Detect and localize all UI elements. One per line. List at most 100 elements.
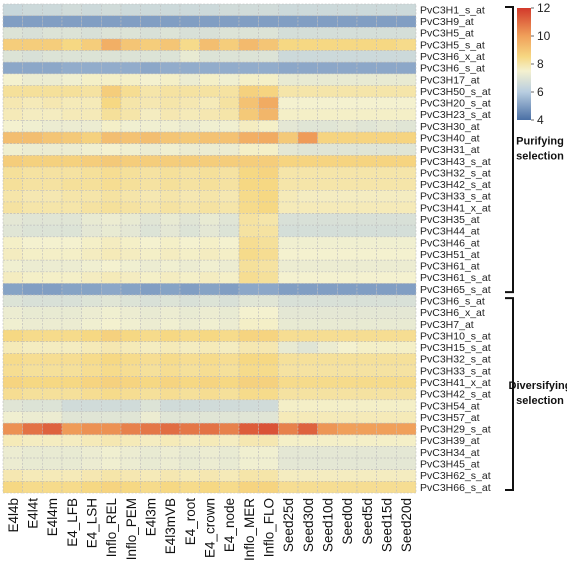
heatmap-cell bbox=[199, 364, 220, 377]
heatmap-cell bbox=[120, 85, 141, 98]
heatmap-cell bbox=[278, 143, 299, 156]
heatmap-cell bbox=[278, 61, 299, 75]
heatmap-cell bbox=[179, 248, 200, 261]
heatmap-cell bbox=[199, 26, 220, 40]
heatmap-cell bbox=[238, 131, 259, 145]
heatmap-cell bbox=[140, 178, 161, 191]
heatmap-cell bbox=[81, 294, 102, 308]
heatmap-cell bbox=[278, 376, 299, 389]
column-label: Inflo_PEM bbox=[124, 498, 139, 560]
heatmap-cell bbox=[2, 446, 23, 459]
heatmap-cell bbox=[81, 248, 102, 261]
column-label: Seed5d bbox=[360, 498, 375, 545]
heatmap-cell bbox=[258, 329, 279, 342]
heatmap-cell bbox=[278, 399, 299, 412]
heatmap-cell bbox=[22, 434, 43, 447]
heatmap-cell bbox=[160, 399, 181, 412]
heatmap-cell bbox=[22, 178, 43, 191]
heatmap-cell bbox=[219, 283, 240, 296]
heatmap-cell bbox=[317, 155, 338, 168]
heatmap-cell bbox=[22, 73, 43, 86]
heatmap-cell bbox=[396, 294, 417, 308]
heatmap-cell bbox=[258, 26, 279, 40]
heatmap-cell bbox=[101, 26, 122, 40]
heatmap-cell bbox=[61, 283, 82, 296]
heatmap-cell bbox=[199, 224, 220, 238]
row-label: PvC3H61_s_at bbox=[420, 272, 491, 284]
heatmap-cell bbox=[317, 96, 338, 110]
legend-tick-label: 6 bbox=[537, 85, 544, 99]
heatmap-cell bbox=[2, 387, 23, 401]
heatmap-cell bbox=[199, 329, 220, 342]
heatmap-cell bbox=[356, 73, 377, 86]
heatmap-cell bbox=[179, 236, 200, 249]
heatmap-cell bbox=[42, 283, 63, 296]
heatmap-cell bbox=[81, 387, 102, 401]
heatmap-cell bbox=[376, 143, 397, 156]
heatmap-cell bbox=[61, 155, 82, 168]
heatmap-cell bbox=[317, 259, 338, 273]
heatmap-cell bbox=[160, 306, 181, 319]
heatmap-cell bbox=[179, 61, 200, 75]
heatmap-cell bbox=[376, 131, 397, 145]
heatmap-cell bbox=[238, 3, 259, 16]
heatmap-cell bbox=[22, 50, 43, 63]
heatmap-cell bbox=[297, 15, 318, 28]
heatmap-cell bbox=[81, 50, 102, 63]
heatmap-cell bbox=[22, 201, 43, 214]
heatmap-cell bbox=[199, 3, 220, 16]
heatmap-cell bbox=[101, 61, 122, 75]
heatmap-cell bbox=[61, 131, 82, 145]
heatmap-cell bbox=[297, 329, 318, 342]
heatmap-cell bbox=[356, 131, 377, 145]
heatmap-cell bbox=[219, 341, 240, 354]
heatmap-cell bbox=[22, 341, 43, 354]
heatmap-cell bbox=[179, 259, 200, 273]
row-label: PvC3H42_s_at bbox=[420, 389, 491, 401]
heatmap-cell bbox=[396, 213, 417, 226]
heatmap-cell bbox=[376, 399, 397, 412]
heatmap-cell bbox=[179, 15, 200, 28]
heatmap-cell bbox=[337, 364, 358, 377]
heatmap-cell bbox=[219, 481, 240, 494]
heatmap-cell bbox=[337, 189, 358, 203]
heatmap-cell bbox=[81, 224, 102, 238]
heatmap-cell bbox=[337, 329, 358, 342]
heatmap-cell bbox=[2, 85, 23, 98]
heatmap-cell bbox=[140, 306, 161, 319]
heatmap-cell bbox=[61, 341, 82, 354]
heatmap-cell bbox=[61, 376, 82, 389]
heatmap-cell bbox=[278, 155, 299, 168]
heatmap-cell bbox=[396, 248, 417, 261]
heatmap-cell bbox=[297, 318, 318, 331]
heatmap-cell bbox=[101, 213, 122, 226]
heatmap-cell bbox=[258, 352, 279, 366]
heatmap-cell bbox=[396, 189, 417, 203]
heatmap-cell bbox=[81, 446, 102, 459]
heatmap-cell bbox=[42, 469, 63, 482]
heatmap-cell bbox=[199, 457, 220, 471]
heatmap-cell bbox=[376, 189, 397, 203]
heatmap-cell bbox=[258, 248, 279, 261]
heatmap-cell bbox=[238, 283, 259, 296]
heatmap-cell bbox=[317, 283, 338, 296]
heatmap-cell bbox=[297, 120, 318, 133]
heatmap-cell bbox=[160, 166, 181, 179]
heatmap-cell bbox=[140, 329, 161, 342]
heatmap-cell bbox=[120, 469, 141, 482]
row-label: PvC3H23_s_at bbox=[420, 109, 491, 121]
heatmap-cell bbox=[199, 283, 220, 296]
heatmap-cell bbox=[160, 85, 181, 98]
heatmap-cell bbox=[81, 399, 102, 412]
heatmap-cell bbox=[297, 3, 318, 16]
column-label: Seed10d bbox=[321, 498, 336, 552]
heatmap-cell bbox=[22, 294, 43, 308]
heatmap-cell bbox=[337, 283, 358, 296]
heatmap-cell bbox=[42, 259, 63, 273]
heatmap-cell bbox=[101, 120, 122, 133]
heatmap-cell bbox=[140, 283, 161, 296]
heatmap-cell bbox=[238, 376, 259, 389]
heatmap-cell bbox=[2, 271, 23, 284]
heatmap-cell bbox=[42, 166, 63, 179]
heatmap-cell bbox=[160, 224, 181, 238]
